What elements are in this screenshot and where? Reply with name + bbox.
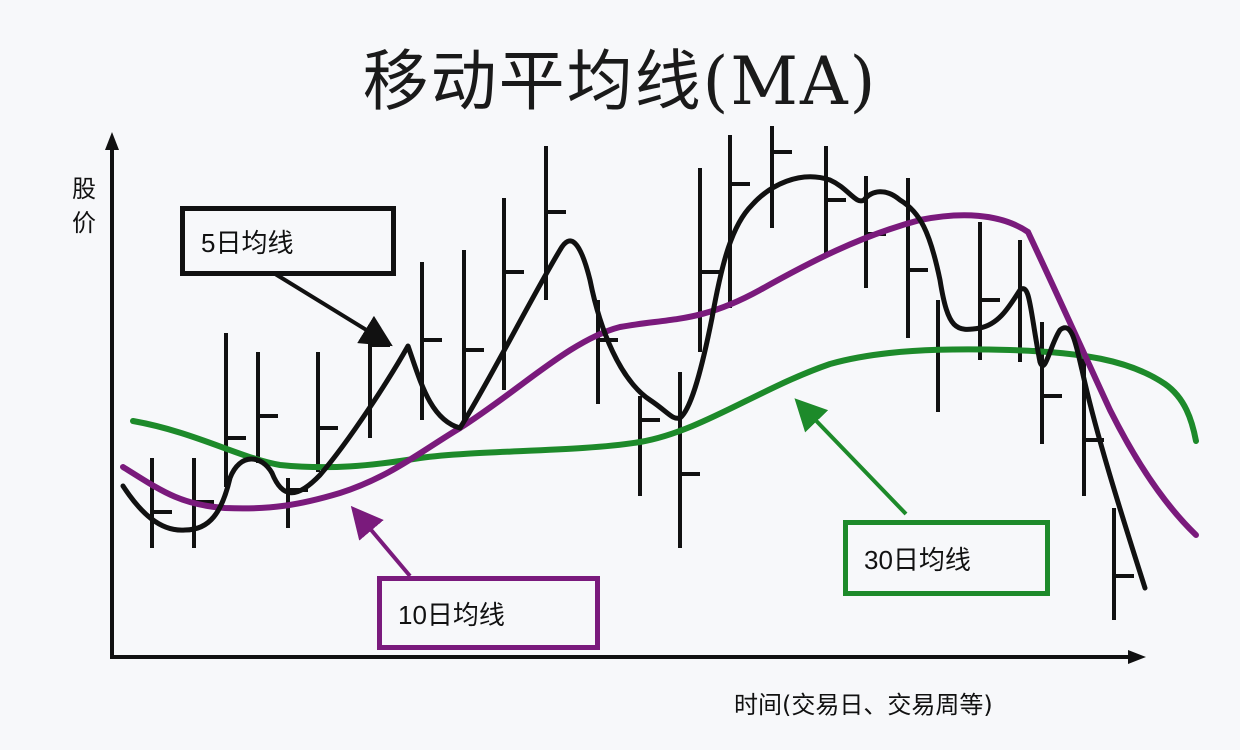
ma30-callout-label: 30日均线 — [864, 544, 971, 575]
ma10-callout-label: 10日均线 — [398, 599, 505, 630]
ma10-pointer-arrow — [350, 505, 412, 578]
ma10-line — [120, 212, 1199, 538]
ma10-callout: 10日均线 — [377, 576, 600, 650]
y-axis-arrowhead — [105, 132, 119, 150]
ma5-pointer-arrow — [270, 270, 393, 347]
ma30-line — [130, 346, 1199, 471]
ma30-pointer-arrow — [794, 398, 908, 516]
price-bars — [150, 126, 1134, 620]
y-axis-label: 股价 — [72, 175, 96, 237]
diagram-title: 移动平均线(MA) — [362, 43, 878, 120]
ma5-callout: 5日均线 — [180, 206, 396, 276]
ma30-callout: 30日均线 — [843, 520, 1050, 596]
x-axis-arrowhead — [1128, 650, 1146, 664]
x-axis-label: 时间(交易日、交易周等) — [734, 691, 993, 719]
ma5-callout-label: 5日均线 — [201, 227, 294, 258]
ma5-line — [120, 174, 1148, 591]
